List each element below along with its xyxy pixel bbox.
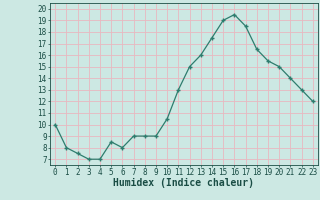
- X-axis label: Humidex (Indice chaleur): Humidex (Indice chaleur): [114, 178, 254, 188]
